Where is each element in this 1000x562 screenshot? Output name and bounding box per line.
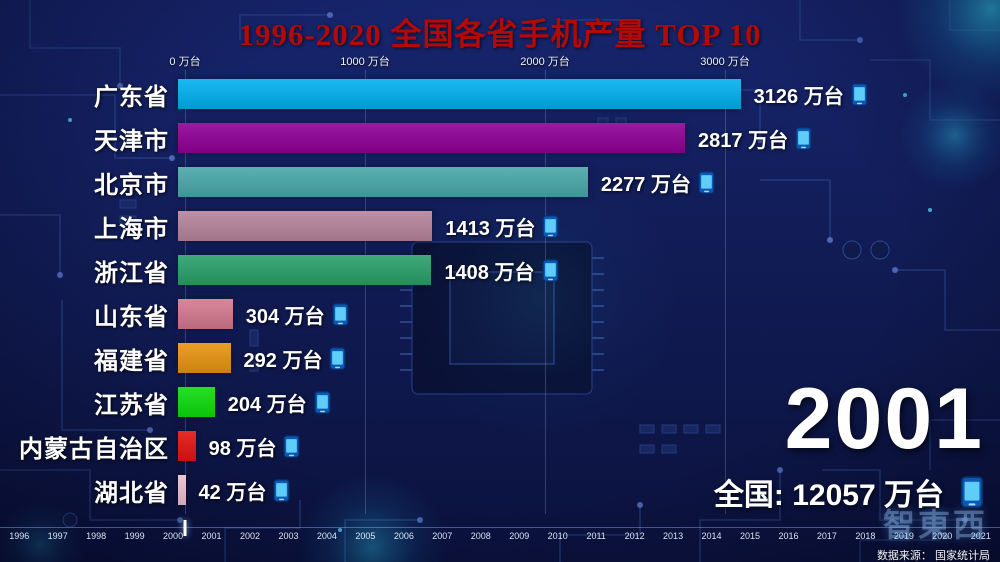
timeline-year-2016[interactable]: 2016 (778, 531, 799, 541)
province-label: 江苏省 (94, 391, 169, 419)
phone-icon (851, 82, 868, 106)
phone-icon (960, 476, 984, 508)
phone-icon (542, 214, 559, 238)
national-total: 全国: 12057 万台 (714, 470, 984, 514)
value-bar (178, 299, 233, 329)
value-label: 1413 万台 (445, 217, 536, 240)
value-bar (178, 255, 432, 285)
timeline-year-2019[interactable]: 2019 (893, 531, 914, 541)
timeline-year-2001[interactable]: 2001 (201, 531, 222, 541)
timeline-year-1997[interactable]: 1997 (47, 531, 68, 541)
timeline-year-2004[interactable]: 2004 (316, 531, 337, 541)
bar-row: 天津市 2817 万台 (0, 123, 1000, 155)
province-label: 上海市 (94, 215, 169, 243)
chart-title: 1996-2020 全国各省手机产量 TOP 10 (238, 17, 762, 52)
timeline-year-2014[interactable]: 2014 (701, 531, 722, 541)
timeline-year-2008[interactable]: 2008 (470, 531, 491, 541)
province-label: 北京市 (94, 171, 169, 199)
bar-row: 湖北省 42 万台 (0, 475, 1000, 507)
timeline-year-2009[interactable]: 2009 (509, 531, 530, 541)
bar-row: 广东省 3126 万台 (0, 79, 1000, 111)
value-label: 204 万台 (227, 393, 307, 416)
value-bar (178, 475, 186, 505)
timeline-year-1998[interactable]: 1998 (86, 531, 107, 541)
timeline-year-2002[interactable]: 2002 (239, 531, 261, 541)
timeline-year-1996[interactable]: 1996 (9, 531, 30, 541)
timeline-year-2005[interactable]: 2005 (355, 531, 376, 541)
province-label: 浙江省 (94, 259, 169, 287)
phone-icon (332, 302, 349, 326)
value-label: 1408 万台 (444, 261, 535, 284)
phone-icon (795, 126, 812, 150)
phone-icon (314, 390, 331, 414)
timeline-year-2000[interactable]: 2000 (163, 531, 184, 541)
timeline-year-2012[interactable]: 2012 (624, 531, 645, 541)
value-label: 42 万台 (198, 481, 267, 504)
timeline-year-2017[interactable]: 2017 (816, 531, 837, 541)
phone-icon (329, 346, 346, 370)
province-label: 广东省 (94, 83, 169, 111)
bar-row: 内蒙古自治区 98 万台 (0, 431, 1000, 463)
timeline-year-2021[interactable]: 2021 (970, 531, 991, 541)
value-label: 2817 万台 (698, 129, 789, 152)
phone-icon (273, 478, 290, 502)
value-label: 3126 万台 (753, 85, 844, 108)
bar-row: 浙江省 1408 万台 (0, 255, 1000, 287)
timeline-year-2007[interactable]: 2007 (432, 531, 453, 541)
bar-row: 北京市 2277 万台 (0, 167, 1000, 199)
timeline-year-2003[interactable]: 2003 (278, 531, 299, 541)
bar-row: 上海市 1413 万台 (0, 211, 1000, 243)
value-bar (178, 79, 741, 109)
bar-row: 山东省 304 万台 (0, 299, 1000, 331)
province-label: 湖北省 (94, 479, 169, 507)
timeline-year-2010[interactable]: 2010 (547, 531, 568, 541)
watermark-zhidongxi-logo: 智東西 (882, 507, 988, 543)
province-label: 福建省 (94, 347, 169, 375)
value-bar (178, 343, 231, 373)
timeline-year-1999[interactable]: 1999 (124, 531, 145, 541)
timeline-year-2018[interactable]: 2018 (855, 531, 876, 541)
value-bar (178, 123, 686, 153)
value-label: 292 万台 (243, 349, 323, 372)
timeline-year-2015[interactable]: 2015 (739, 531, 761, 541)
timeline-year-2013[interactable]: 2013 (663, 531, 684, 541)
timeline-year-2006[interactable]: 2006 (393, 531, 414, 541)
value-bar (178, 211, 433, 241)
value-bar (178, 431, 196, 461)
timeline-year-2020[interactable]: 2020 (932, 531, 953, 541)
value-bar (178, 387, 215, 417)
value-bar (178, 167, 588, 197)
phone-icon (283, 434, 300, 458)
province-label: 山东省 (94, 303, 169, 331)
value-label: 304 万台 (245, 305, 325, 328)
phone-icon (541, 258, 559, 282)
national-total-text: 全国: 12057 万台 (713, 479, 944, 512)
data-source: 数据来源： 国家统计局 (876, 550, 990, 562)
province-label: 天津市 (94, 127, 169, 155)
timeline-year-2011[interactable]: 2011 (586, 531, 606, 541)
timeline-track[interactable] (0, 527, 1000, 528)
timeline[interactable]: 1996 1997 1998 1999 2000 2001 2002 2003 2004 2005… (0, 520, 1000, 548)
province-label: 内蒙古自治区 (19, 435, 169, 463)
phone-icon (698, 170, 715, 194)
bar-row: 江苏省 204 万台 (0, 387, 1000, 419)
value-label: 2277 万台 (600, 173, 691, 196)
bar-row: 福建省 292 万台 (0, 343, 1000, 375)
value-label: 98 万台 (208, 437, 277, 460)
current-year-display: 2001 (784, 371, 984, 467)
timeline-playhead[interactable] (183, 520, 187, 536)
